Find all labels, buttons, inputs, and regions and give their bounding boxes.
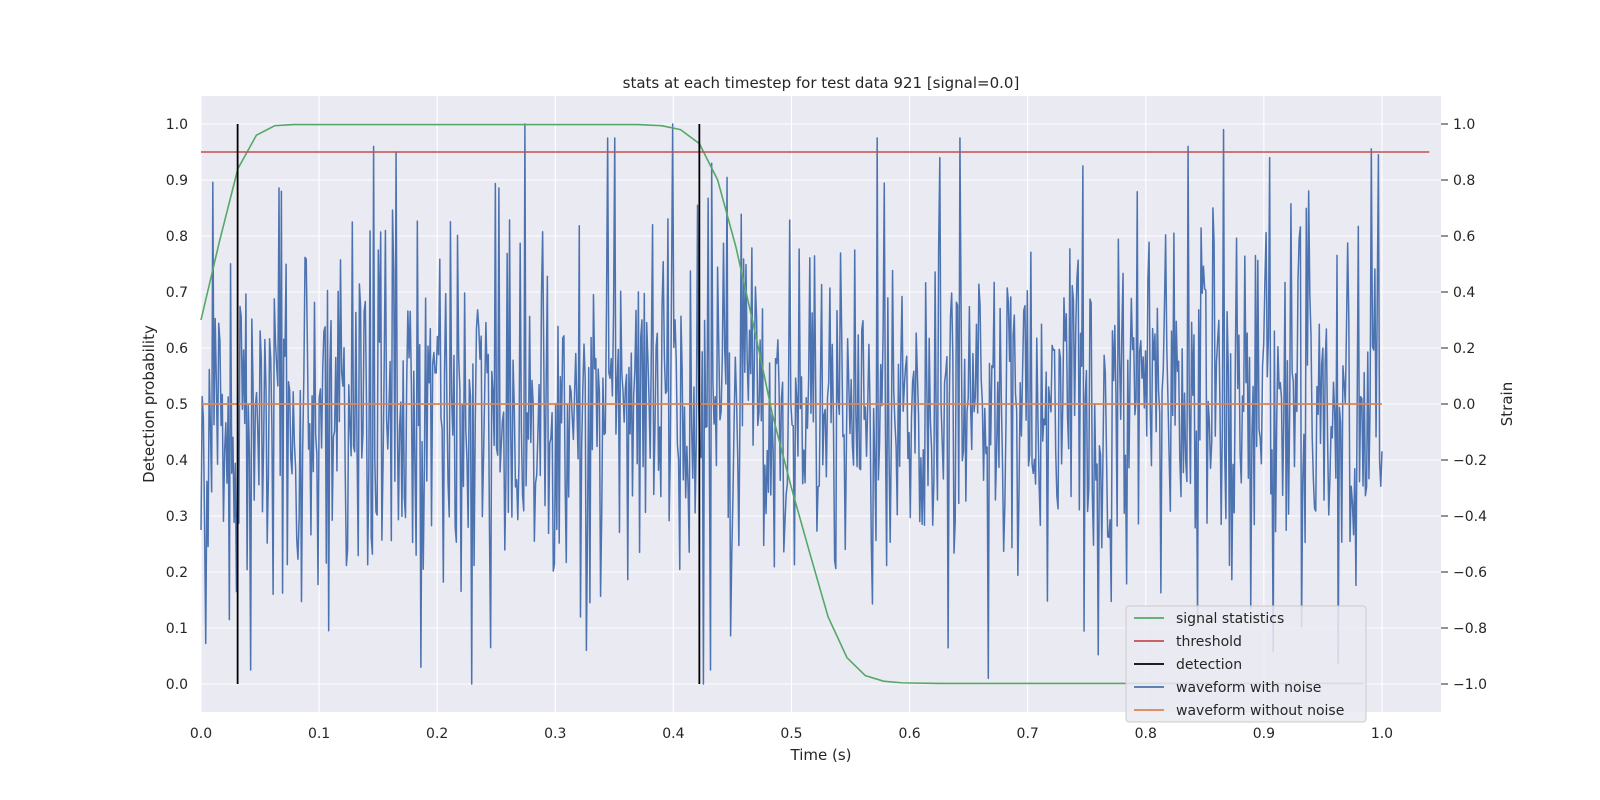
y-tick-label: 0.3 [166, 509, 188, 525]
x-tick-label: 0.7 [1017, 726, 1039, 742]
x-tick-label: 0.5 [780, 726, 802, 742]
y2-tick-label: −0.8 [1453, 621, 1487, 637]
x-axis-label: Time (s) [790, 746, 852, 764]
y-tick-label: 0.6 [166, 341, 188, 357]
legend: signal statistics threshold detection wavef… [1125, 605, 1367, 723]
y-tick-label: 0.1 [166, 621, 188, 637]
x-tick-label: 0.9 [1253, 726, 1275, 742]
legend-label: threshold [1176, 634, 1242, 650]
y-tick-label: 0.5 [166, 397, 188, 413]
y2-tick-label: 0.0 [1453, 397, 1475, 413]
x-tick-label: 0.6 [898, 726, 920, 742]
x-tick-label: 0.2 [426, 726, 448, 742]
y2-tick-label: 1.0 [1453, 117, 1475, 133]
y2-axis-label: Strain [1498, 382, 1516, 426]
y2-tick-label: −0.4 [1453, 509, 1487, 525]
legend-label: waveform without noise [1176, 703, 1344, 719]
x-tick-label: 0.4 [662, 726, 684, 742]
y2-tick-label: −0.2 [1453, 453, 1487, 469]
legend-label: waveform with noise [1176, 680, 1321, 696]
y-axis-label: Detection probability [140, 325, 158, 483]
y-tick-label: 0.0 [166, 677, 188, 693]
y2-tick-label: 0.8 [1453, 173, 1475, 189]
ticks-layer: 0.0 0.1 0.2 0.3 0.4 0.5 0.6 0.7 0.8 0.9 1.0 0.0 0.1 0… [166, 117, 1487, 742]
series-waveform-with-noise [200, 123, 1383, 685]
x-tick-label: 0.0 [190, 726, 212, 742]
chart-title: stats at each timestep for test data 921… [623, 74, 1020, 92]
y-tick-label: 0.2 [166, 565, 188, 581]
y2-tick-label: −1.0 [1453, 677, 1487, 693]
y-tick-label: 0.8 [166, 229, 188, 245]
y2-tick-label: −0.6 [1453, 565, 1487, 581]
y2-tick-label: 0.6 [1453, 229, 1475, 245]
legend-label: detection [1176, 657, 1242, 673]
y2-tick-label: 0.4 [1453, 285, 1475, 301]
legend-box [1125, 605, 1367, 723]
y-tick-label: 0.4 [166, 453, 188, 469]
y2-tick-label: 0.2 [1453, 341, 1475, 357]
x-tick-label: 0.8 [1135, 726, 1157, 742]
y-tick-label: 1.0 [166, 117, 188, 133]
x-tick-label: 0.1 [308, 726, 330, 742]
series-layer [200, 123, 1430, 685]
y-tick-label: 0.9 [166, 173, 188, 189]
x-tick-label: 1.0 [1371, 726, 1393, 742]
series-signal-statistics [200, 123, 1364, 685]
x-tick-label: 0.3 [544, 726, 566, 742]
legend-label: signal statistics [1176, 611, 1284, 627]
y-tick-label: 0.7 [166, 285, 188, 301]
